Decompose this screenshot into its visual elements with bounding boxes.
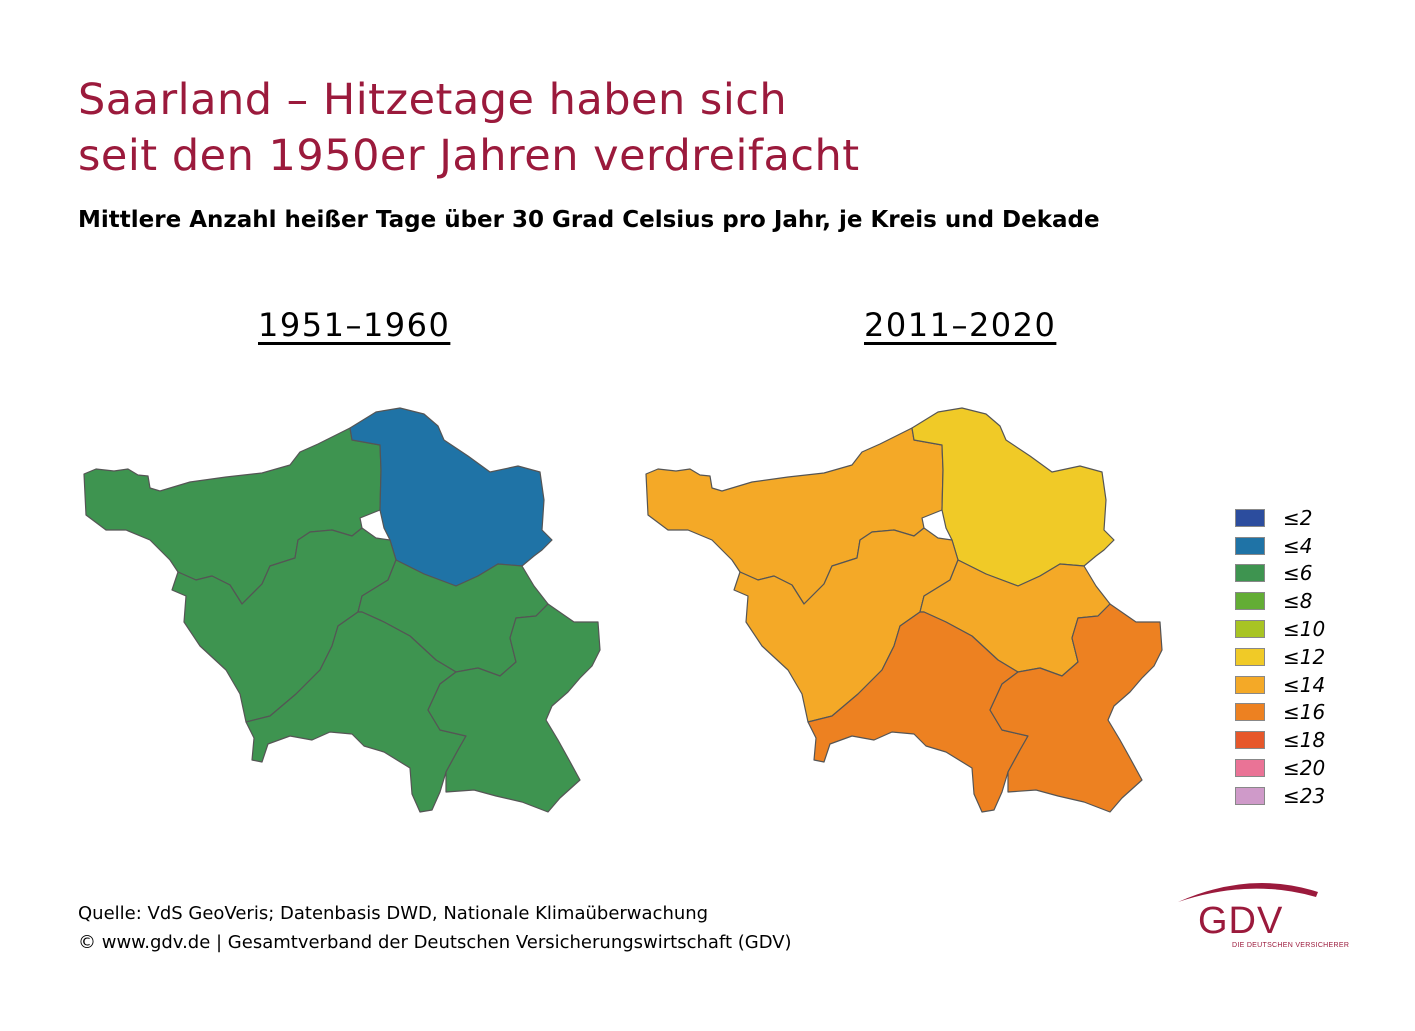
legend-swatch	[1235, 620, 1265, 639]
legend-label: ≤4	[1283, 533, 1313, 558]
legend-swatch	[1235, 675, 1265, 694]
legend-label: ≤23	[1283, 783, 1326, 808]
legend-label: ≤12	[1283, 644, 1326, 669]
title-line-2: seit den 1950er Jahren verdreifacht	[78, 131, 860, 181]
legend-label: ≤20	[1283, 756, 1326, 781]
legend-label: ≤10	[1283, 617, 1326, 642]
legend-label: ≤16	[1283, 700, 1326, 725]
logo-subtext: DIE DEUTSCHEN VERSICHERER	[1232, 942, 1350, 949]
map-2011-2020	[645, 407, 1163, 813]
legend: ≤2 ≤4 ≤6 ≤8 ≤10 ≤12 ≤14 ≤16 ≤18 ≤20 ≤23	[1235, 504, 1325, 810]
period-label-right: 2011–2020	[864, 306, 1057, 344]
legend-swatch	[1235, 759, 1265, 778]
source-line: Quelle: VdS GeoVeris; Datenbasis DWD, Na…	[78, 903, 709, 924]
legend-item: ≤8	[1235, 587, 1325, 615]
legend-item: ≤20	[1235, 754, 1325, 782]
period-label-left: 1951–1960	[258, 306, 451, 344]
legend-item: ≤10	[1235, 615, 1325, 643]
legend-item: ≤4	[1235, 532, 1325, 560]
legend-swatch	[1235, 703, 1265, 722]
legend-swatch	[1235, 786, 1265, 805]
copyright-line: © www.gdv.de | Gesamtverband der Deutsch…	[78, 932, 792, 953]
legend-item: ≤16	[1235, 699, 1325, 727]
logo-wordmark: GDV	[1198, 900, 1284, 942]
saarland-maps	[0, 400, 1415, 830]
legend-swatch	[1235, 647, 1265, 666]
legend-item: ≤14	[1235, 671, 1325, 699]
logo-arc-icon	[1178, 883, 1318, 902]
district-saarpfalz-kreis	[427, 603, 601, 813]
legend-swatch	[1235, 536, 1265, 555]
source-note: Quelle: VdS GeoVeris; Datenbasis DWD, Na…	[78, 899, 792, 957]
legend-item: ≤18	[1235, 726, 1325, 754]
district-st-wendel	[911, 407, 1115, 587]
legend-label: ≤2	[1283, 505, 1313, 530]
map-1951-1960	[83, 407, 601, 813]
legend-swatch	[1235, 508, 1265, 527]
legend-label: ≤14	[1283, 672, 1326, 697]
legend-label: ≤18	[1283, 728, 1326, 753]
legend-swatch	[1235, 592, 1265, 611]
legend-item: ≤2	[1235, 504, 1325, 532]
legend-label: ≤8	[1283, 589, 1313, 614]
legend-item: ≤12	[1235, 643, 1325, 671]
title-line-1: Saarland – Hitzetage haben sich	[78, 75, 788, 125]
page-title: Saarland – Hitzetage haben sich seit den…	[78, 72, 860, 184]
legend-item: ≤23	[1235, 782, 1325, 810]
legend-item: ≤6	[1235, 560, 1325, 588]
legend-label: ≤6	[1283, 561, 1313, 586]
legend-swatch	[1235, 564, 1265, 583]
district-saarpfalz-kreis	[989, 603, 1163, 813]
subtitle: Mittlere Anzahl heißer Tage über 30 Grad…	[78, 207, 1100, 233]
legend-swatch	[1235, 731, 1265, 750]
district-st-wendel	[349, 407, 553, 587]
gdv-logo: GDV DIE DEUTSCHEN VERSICHERER	[1172, 876, 1352, 956]
